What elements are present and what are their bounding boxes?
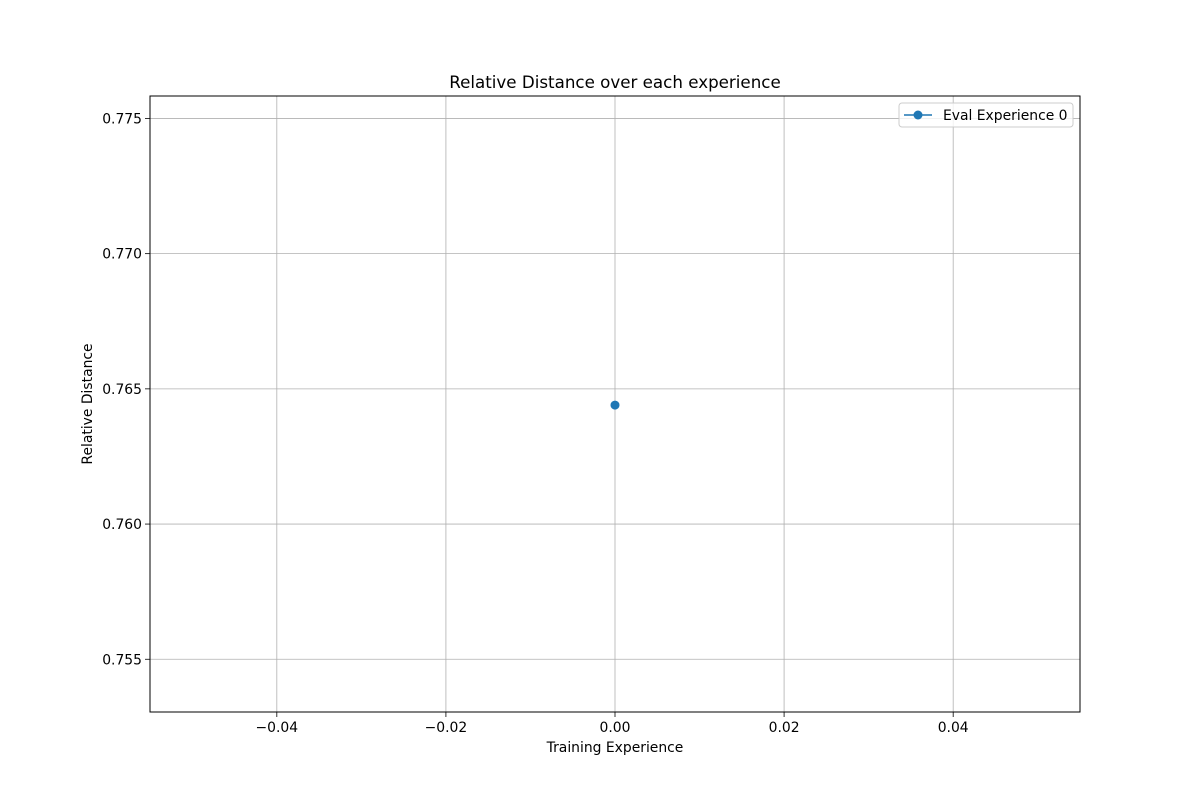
y-axis-ticks: 0.755 0.760 0.765 0.770 0.775: [102, 111, 150, 668]
x-tick-label: 0.02: [769, 720, 800, 736]
y-tick-label: 0.760: [102, 517, 142, 533]
x-tick-label: 0.04: [938, 720, 969, 736]
y-tick-label: 0.755: [102, 652, 142, 668]
series-layer: [610, 400, 620, 410]
y-tick-label: 0.765: [102, 382, 142, 398]
x-tick-label: −0.02: [425, 720, 468, 736]
y-axis-label: Relative Distance: [80, 343, 96, 464]
x-tick-label: −0.04: [256, 720, 299, 736]
x-axis-label: Training Experience: [546, 740, 684, 756]
legend-marker-sample: [913, 110, 923, 120]
legend-box: [898, 102, 1074, 128]
legend: Eval Experience 0: [898, 102, 1074, 128]
x-tick-label: 0.00: [600, 720, 631, 736]
y-tick-label: 0.775: [102, 111, 142, 127]
x-axis-ticks: −0.04 −0.02 0.00 0.02 0.04: [256, 712, 969, 736]
chart-title: Relative Distance over each experience: [449, 72, 780, 92]
data-point: [610, 400, 620, 410]
legend-entry-label: Eval Experience 0: [943, 108, 1068, 124]
y-tick-label: 0.770: [102, 247, 142, 263]
